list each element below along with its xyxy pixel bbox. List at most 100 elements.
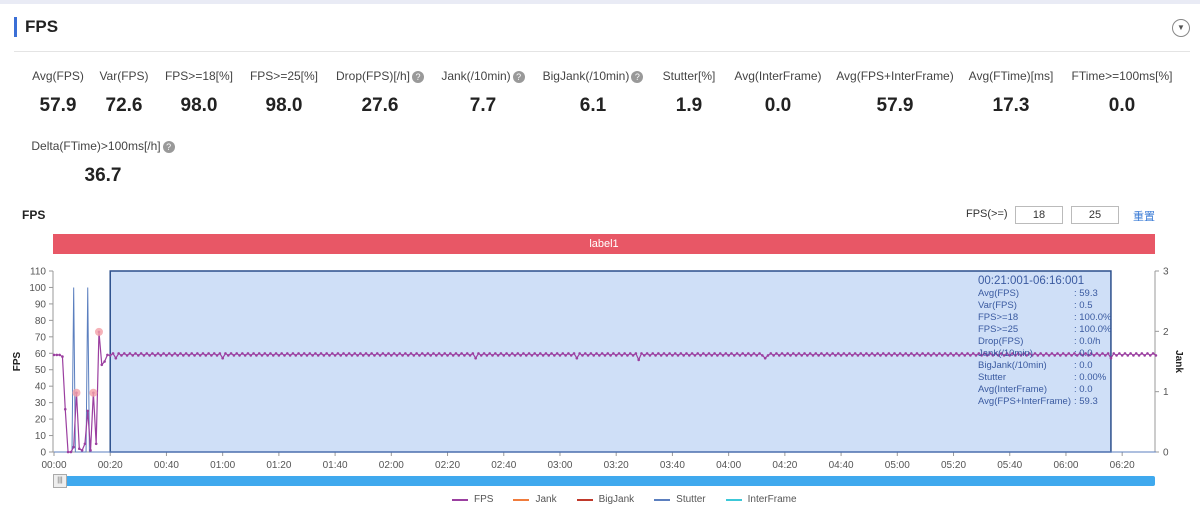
fps-point bbox=[1059, 354, 1062, 357]
fps-point bbox=[831, 352, 834, 355]
help-icon[interactable]: ? bbox=[512, 70, 525, 83]
fps-point bbox=[378, 354, 382, 357]
y-tick-label: 100 bbox=[29, 283, 46, 294]
fps-point bbox=[1134, 352, 1138, 355]
fps-point bbox=[825, 352, 829, 355]
help-icon[interactable]: ? bbox=[631, 70, 644, 83]
fps-point bbox=[971, 352, 975, 355]
fps-point bbox=[730, 352, 733, 355]
fps-point bbox=[269, 352, 272, 355]
legend-item[interactable]: Jank bbox=[513, 494, 557, 505]
fps-point bbox=[803, 352, 806, 355]
tooltip-row: Avg(FPS): 59.3 bbox=[978, 288, 1112, 300]
fps-point bbox=[1137, 354, 1141, 357]
fps-point bbox=[125, 354, 129, 357]
fps-point bbox=[718, 352, 722, 355]
fps-point bbox=[1044, 352, 1048, 355]
scroll-handle[interactable]: ||| bbox=[53, 474, 67, 488]
fps-point bbox=[1036, 354, 1040, 357]
fps-point bbox=[853, 352, 857, 355]
fps-point bbox=[609, 354, 612, 357]
fps-point bbox=[924, 354, 927, 357]
fps-point bbox=[322, 354, 326, 357]
fps-point bbox=[628, 352, 632, 355]
fps-point bbox=[89, 449, 92, 452]
fps-point bbox=[634, 352, 638, 355]
fps-point bbox=[471, 352, 475, 355]
reset-link[interactable]: 重置 bbox=[1133, 211, 1155, 223]
fps-point bbox=[890, 354, 893, 357]
fps-point bbox=[865, 352, 868, 355]
fps-point bbox=[789, 354, 792, 357]
tooltip-key: Avg(InterFrame) bbox=[978, 384, 1047, 395]
fps-point bbox=[575, 356, 579, 360]
fps-point bbox=[342, 352, 345, 355]
fps-point bbox=[963, 354, 967, 357]
fps-point bbox=[980, 354, 983, 357]
fps-point bbox=[668, 352, 671, 355]
selection-tooltip: 00:21:001-06:16:001 Avg(FPS): 59.3 Var(FP… bbox=[978, 275, 1112, 408]
fps-point bbox=[603, 354, 607, 357]
fps-point bbox=[238, 354, 241, 357]
fps-point bbox=[193, 354, 196, 357]
fps-point bbox=[395, 354, 399, 357]
fps-point bbox=[271, 354, 275, 357]
threshold-label: FPS(>=) bbox=[966, 208, 1008, 220]
label-bar[interactable]: label1 bbox=[53, 234, 1155, 254]
fps-point bbox=[187, 354, 191, 357]
help-icon[interactable]: ? bbox=[412, 70, 424, 83]
legend-item[interactable]: FPS bbox=[452, 494, 493, 505]
fps-point bbox=[558, 354, 562, 357]
threshold-25-input[interactable] bbox=[1071, 206, 1119, 224]
fps-point bbox=[139, 352, 143, 355]
threshold-18-input[interactable] bbox=[1015, 206, 1063, 224]
fps-point bbox=[434, 354, 438, 357]
fps-point bbox=[463, 354, 466, 357]
fps-point bbox=[620, 354, 624, 357]
fps-point bbox=[465, 352, 469, 355]
fps-point bbox=[752, 352, 756, 355]
time-scrollbar[interactable] bbox=[53, 476, 1155, 486]
x-tick-label: 02:00 bbox=[379, 460, 404, 471]
fps-point bbox=[879, 354, 882, 357]
fps-point bbox=[420, 352, 424, 355]
tooltip-key: FPS>=25 bbox=[978, 324, 1019, 335]
legend-item[interactable]: Stutter bbox=[654, 494, 706, 505]
fps-point bbox=[423, 354, 427, 357]
metric-value: 72.6 bbox=[105, 95, 143, 116]
fps-point bbox=[1118, 352, 1121, 355]
fps-point bbox=[1123, 352, 1127, 355]
fps-point bbox=[505, 352, 508, 355]
fps-point bbox=[52, 353, 56, 357]
fps-point bbox=[957, 354, 961, 357]
fps-point bbox=[769, 352, 773, 355]
fps-point bbox=[1005, 352, 1009, 355]
chevron-down-circle-icon[interactable]: ▼ bbox=[1172, 19, 1190, 37]
tooltip-row: FPS>=18: 100.0% bbox=[978, 312, 1112, 324]
fps-point bbox=[336, 352, 340, 355]
fps-point bbox=[114, 356, 118, 360]
fps-point bbox=[631, 354, 635, 357]
fps-point bbox=[1019, 354, 1023, 357]
fps-point bbox=[851, 354, 854, 357]
fps-point bbox=[72, 445, 75, 449]
legend-item[interactable]: BigJank bbox=[576, 494, 634, 505]
metric: Avg(FPS) 57.9 bbox=[0, 69, 138, 117]
fps-point bbox=[55, 353, 59, 357]
fps-point bbox=[274, 352, 278, 355]
fps-chart[interactable]: 0 10 20 30 40 50 60 70 80 90 100 110 0 1 2 3 00:00 00:20 0… bbox=[0, 0, 1200, 480]
legend-item[interactable]: InterFrame bbox=[725, 494, 797, 505]
fps-point bbox=[451, 354, 455, 357]
fps-point bbox=[1047, 354, 1051, 357]
fps-point bbox=[828, 354, 832, 357]
fps-point bbox=[640, 352, 643, 355]
fps-point bbox=[870, 352, 874, 355]
fps-point bbox=[685, 352, 688, 355]
fps-point bbox=[898, 352, 902, 355]
help-icon[interactable]: ? bbox=[162, 140, 175, 153]
fps-point bbox=[671, 354, 674, 357]
fps-point bbox=[926, 352, 930, 355]
fps-point bbox=[347, 352, 351, 355]
fps-point bbox=[794, 354, 798, 357]
y-tick-label: 80 bbox=[35, 316, 47, 327]
